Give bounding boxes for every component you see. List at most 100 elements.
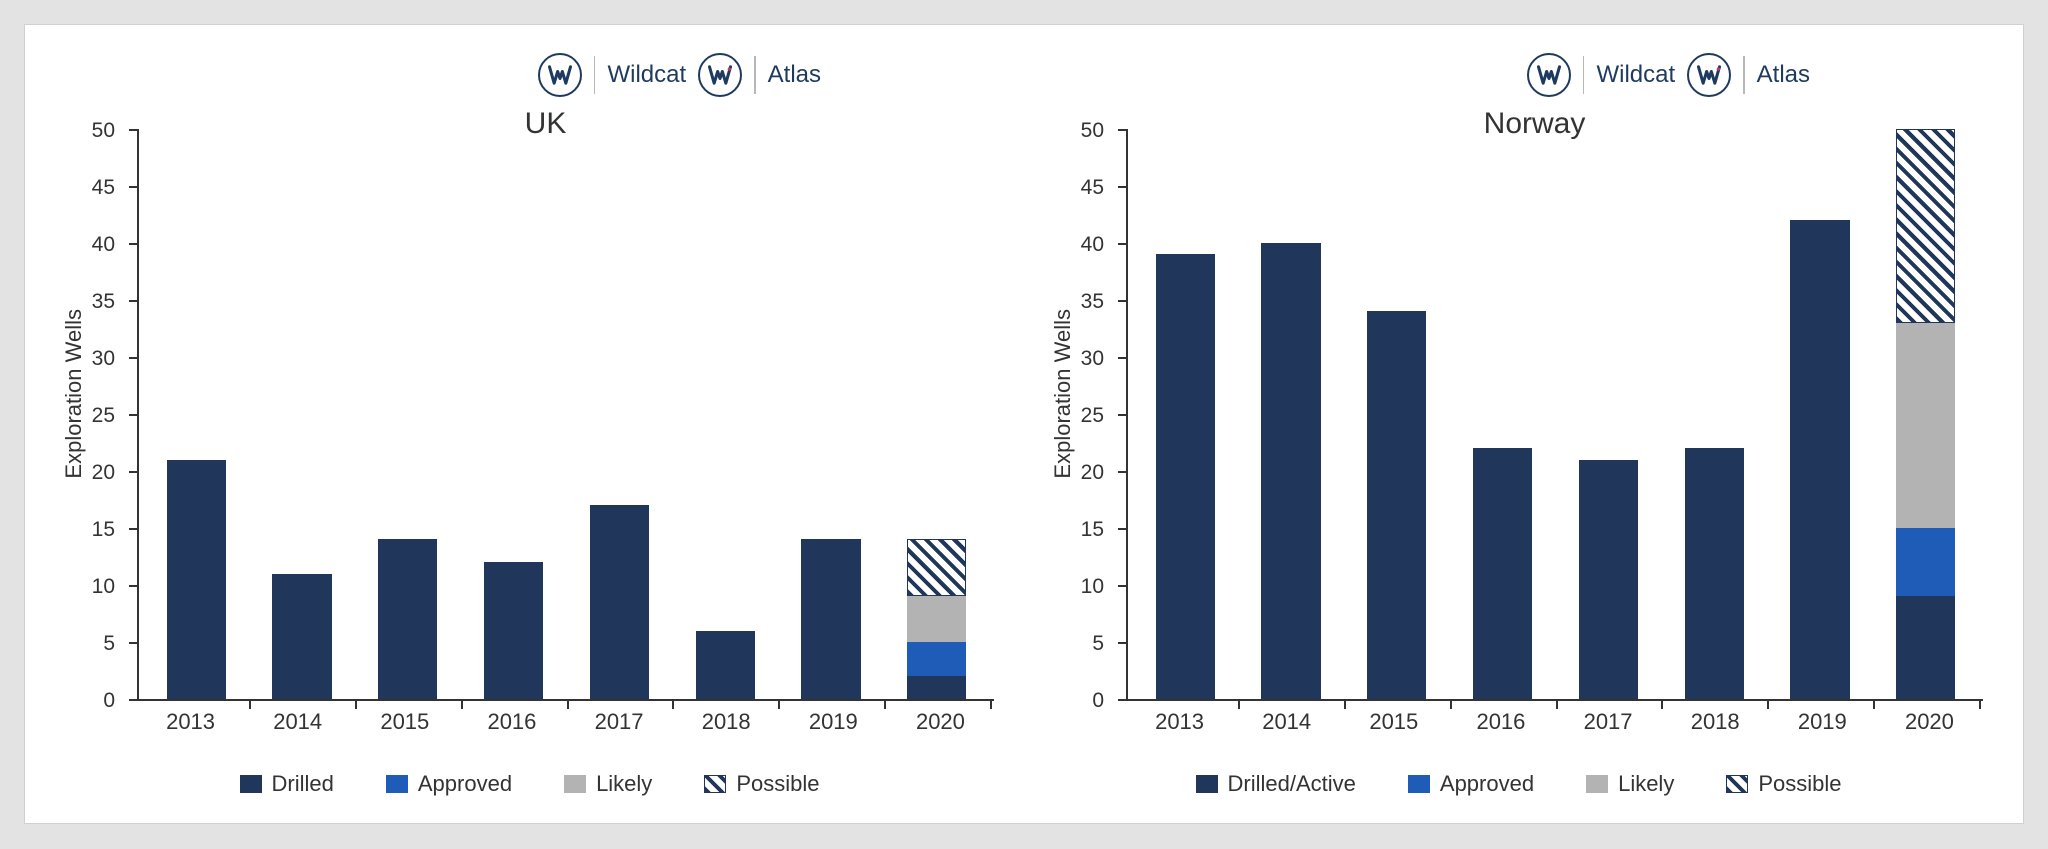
- brand-label-atlas: Atlas: [1757, 61, 1810, 89]
- x-label: 2013: [137, 709, 244, 743]
- bar-segment-drilled: [378, 539, 437, 699]
- bar: [167, 460, 226, 699]
- x-label: 2017: [1555, 709, 1662, 743]
- bar-segment-drilled: [1579, 460, 1638, 699]
- legend-swatch-icon: [1586, 775, 1608, 793]
- x-label: 2015: [1340, 709, 1447, 743]
- x-tick: [1979, 699, 1981, 709]
- chart-area: Exploration Wells Norway 051015202530354…: [1044, 117, 1993, 751]
- bar-segment-drilled: [484, 562, 543, 699]
- bar-segment-drilled: [696, 631, 755, 699]
- y-tick: 15: [1118, 528, 1128, 530]
- y-tick: 45: [1118, 186, 1128, 188]
- x-label: 2013: [1126, 709, 1233, 743]
- y-tick: 25: [1118, 414, 1128, 416]
- y-tick: 40: [129, 243, 139, 245]
- y-tick: 35: [1118, 300, 1128, 302]
- chart-uk: Wildcat Atlas Exploration Wells UK 05101…: [55, 45, 1004, 803]
- y-tick: 35: [129, 300, 139, 302]
- legend-label: Likely: [1618, 771, 1674, 797]
- legend-swatch-icon: [386, 775, 408, 793]
- bar: [378, 539, 437, 699]
- bar-segment-drilled: [1156, 254, 1215, 699]
- bar: [907, 539, 966, 699]
- y-tick: 20: [1118, 471, 1128, 473]
- brand-divider: [754, 56, 756, 94]
- y-tick-label: 5: [103, 632, 129, 656]
- bar-segment-drilled: [1261, 243, 1320, 699]
- legend-item-approved: Approved: [1408, 771, 1534, 797]
- legend-swatch-icon: [1726, 775, 1748, 793]
- x-tick: [1238, 699, 1240, 709]
- bar-segment-drilled: [272, 574, 331, 699]
- legend-item-drilled: Drilled/Active: [1196, 771, 1356, 797]
- legend-swatch-icon: [704, 775, 726, 793]
- x-label: 2019: [780, 709, 887, 743]
- bar-segment-drilled: [1367, 311, 1426, 699]
- y-tick: 30: [1118, 357, 1128, 359]
- y-tick-label: 10: [1081, 575, 1118, 599]
- bar: [1156, 254, 1215, 699]
- bar-column: [1661, 129, 1767, 699]
- y-tick: 15: [129, 528, 139, 530]
- x-labels: 20132014201520162017201820192020: [1126, 709, 1983, 743]
- legend: Drilled/Active Approved Likely Possible: [1044, 751, 1993, 803]
- bar: [1261, 243, 1320, 699]
- y-tick: 25: [129, 414, 139, 416]
- legend-label: Drilled/Active: [1228, 771, 1356, 797]
- bar-column: [1132, 129, 1238, 699]
- y-tick-label: 25: [1081, 404, 1118, 428]
- bar-segment-drilled: [1473, 448, 1532, 699]
- legend-item-approved: Approved: [386, 771, 512, 797]
- y-tick: 20: [129, 471, 139, 473]
- x-label: 2018: [1662, 709, 1769, 743]
- legend-label: Drilled: [272, 771, 334, 797]
- chart-area: Exploration Wells UK 0510152025303540455…: [55, 117, 1004, 751]
- y-tick-label: 50: [1081, 119, 1118, 143]
- x-tick: [567, 699, 569, 709]
- plot: Norway 05101520253035404550 201320142015…: [1076, 117, 1993, 751]
- bar: [484, 562, 543, 699]
- brand-divider: [594, 56, 596, 94]
- y-axis-label: Exploration Wells: [55, 309, 87, 479]
- x-tick: [1556, 699, 1558, 709]
- bar: [696, 631, 755, 699]
- legend-label: Possible: [1758, 771, 1841, 797]
- bar: [1685, 448, 1744, 699]
- x-label: 2020: [1876, 709, 1983, 743]
- bar-column: [672, 129, 778, 699]
- x-label: 2014: [244, 709, 351, 743]
- legend-item-drilled: Drilled: [240, 771, 334, 797]
- y-tick: 45: [129, 186, 139, 188]
- bar-column: [249, 129, 355, 699]
- bar-segment-possible: [1896, 129, 1955, 323]
- x-tick: [249, 699, 251, 709]
- bar: [1473, 448, 1532, 699]
- chart-panel: Wildcat Atlas Exploration Wells UK 05101…: [24, 24, 2024, 824]
- y-tick-label: 50: [92, 119, 129, 143]
- bar-column: [355, 129, 461, 699]
- legend-item-possible: Possible: [1726, 771, 1841, 797]
- x-label: 2018: [673, 709, 780, 743]
- x-label: 2014: [1233, 709, 1340, 743]
- legend-item-possible: Possible: [704, 771, 819, 797]
- x-tick: [355, 699, 357, 709]
- x-label: 2016: [1447, 709, 1554, 743]
- legend-label: Approved: [418, 771, 512, 797]
- x-tick: [884, 699, 886, 709]
- bar-segment-possible: [907, 539, 966, 596]
- bar-segment-drilled: [907, 676, 966, 699]
- bar-segment-likely: [1896, 323, 1955, 528]
- brand-row: Wildcat Atlas: [1344, 45, 1993, 105]
- bar-column: [567, 129, 673, 699]
- bar-segment-drilled: [1790, 220, 1849, 699]
- bar-segment-approved: [907, 642, 966, 676]
- bar-segment-drilled: [801, 539, 860, 699]
- legend-label: Likely: [596, 771, 652, 797]
- legend-swatch-icon: [1408, 775, 1430, 793]
- bar-column: [1556, 129, 1662, 699]
- bar-column: [461, 129, 567, 699]
- bar-segment-likely: [907, 596, 966, 642]
- legend-swatch-icon: [564, 775, 586, 793]
- bar: [590, 505, 649, 699]
